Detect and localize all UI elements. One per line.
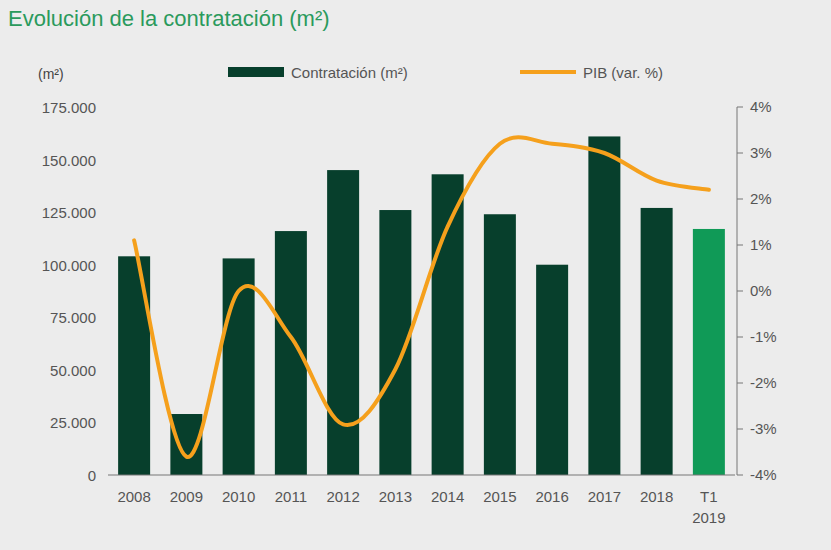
x-tick-label-part: 2012 [326,488,359,505]
y2-tick-label: -4% [750,466,777,483]
x-tick-label: 2018 [640,488,673,505]
line [134,137,709,457]
y-tick-label: 75.000 [50,309,96,326]
x-tick-label-part: 2013 [379,488,412,505]
legend-swatch [228,67,284,77]
y2-tick [737,337,743,338]
y-tick-label: 100.000 [42,257,96,274]
y-tick [104,369,108,370]
legend-label: PIB (var. %) [583,64,663,81]
x-tick-label: 2011 [275,488,307,505]
x-tick-label-part: 2015 [483,488,516,505]
y-tick-label: 150.000 [42,152,96,169]
bar [641,208,673,475]
x-tick-label: 2017 [588,488,621,505]
y2-tick [737,107,743,108]
y2-tick-label: 4% [750,98,772,115]
y2-tick-label: 1% [750,236,772,253]
x-tick-label-part: 2008 [117,488,150,505]
bar [432,174,464,475]
y2-tick [737,199,743,200]
y-tick [104,475,108,476]
y2-tick [737,153,743,154]
y2-tick [737,291,743,292]
bar [536,265,568,475]
x-tick-label: 2010 [222,488,255,505]
y-tick [104,212,108,213]
y-tick-label: 0 [88,467,96,484]
x-axis-line [108,475,735,476]
x-tick-label-part: 2011 [275,488,307,505]
plot-marks [118,136,725,475]
bar [693,229,725,475]
y2-tick [737,429,743,430]
bar [327,170,359,475]
y2-tick-label: -1% [750,328,777,345]
background [0,0,831,550]
y-tick-label: 175.000 [42,99,96,116]
legend-label: Contratación (m²) [291,64,408,81]
y2-tick [737,245,743,246]
x-tick-label-part: 2018 [640,488,673,505]
x-tick-label-part: 2016 [535,488,568,505]
x-tick-label: 2014 [431,488,464,505]
x-tick-label: 2008 [117,488,150,505]
y-tick [104,264,108,265]
y2-tick [737,383,743,384]
x-tick-label: 2013 [379,488,412,505]
x-tick-label: T1 2019 [692,488,725,526]
legend-swatch [520,70,576,74]
x-tick-label-part: 2010 [222,488,255,505]
x-tick-label-part: 2009 [170,488,203,505]
x-tick-label: 2015 [483,488,516,505]
x-tick-label-part: 2017 [588,488,621,505]
y-tick [104,422,108,423]
y2-tick-label: -3% [750,420,777,437]
title: Evolución de la contratación (m²) [8,6,330,31]
y2-tick-label: 3% [750,144,772,161]
y-tick [104,317,108,318]
x-tick-label: 2012 [326,488,359,505]
bar [588,136,620,475]
y2-tick [737,475,743,476]
y-tick-label: 25.000 [50,414,96,431]
x-tick-label-part: 2019 [692,509,725,526]
y2-tick-label: 2% [750,190,772,207]
y-axis-label: (m²) [38,66,64,82]
y-tick [104,107,108,108]
y-tick [104,159,108,160]
x-tick-label-part: T1 [700,488,718,505]
chart: Evolución de la contratación (m²) (m²) Con… [0,0,831,550]
x-tick-label: 2016 [535,488,568,505]
x-tick-label: 2009 [170,488,203,505]
y2-tick-label: -2% [750,374,777,391]
y2-tick-label: 0% [750,282,772,299]
bar [484,214,516,475]
y-tick-label: 50.000 [50,362,96,379]
x-tick-label-part: 2014 [431,488,464,505]
y-tick-label: 125.000 [42,204,96,221]
